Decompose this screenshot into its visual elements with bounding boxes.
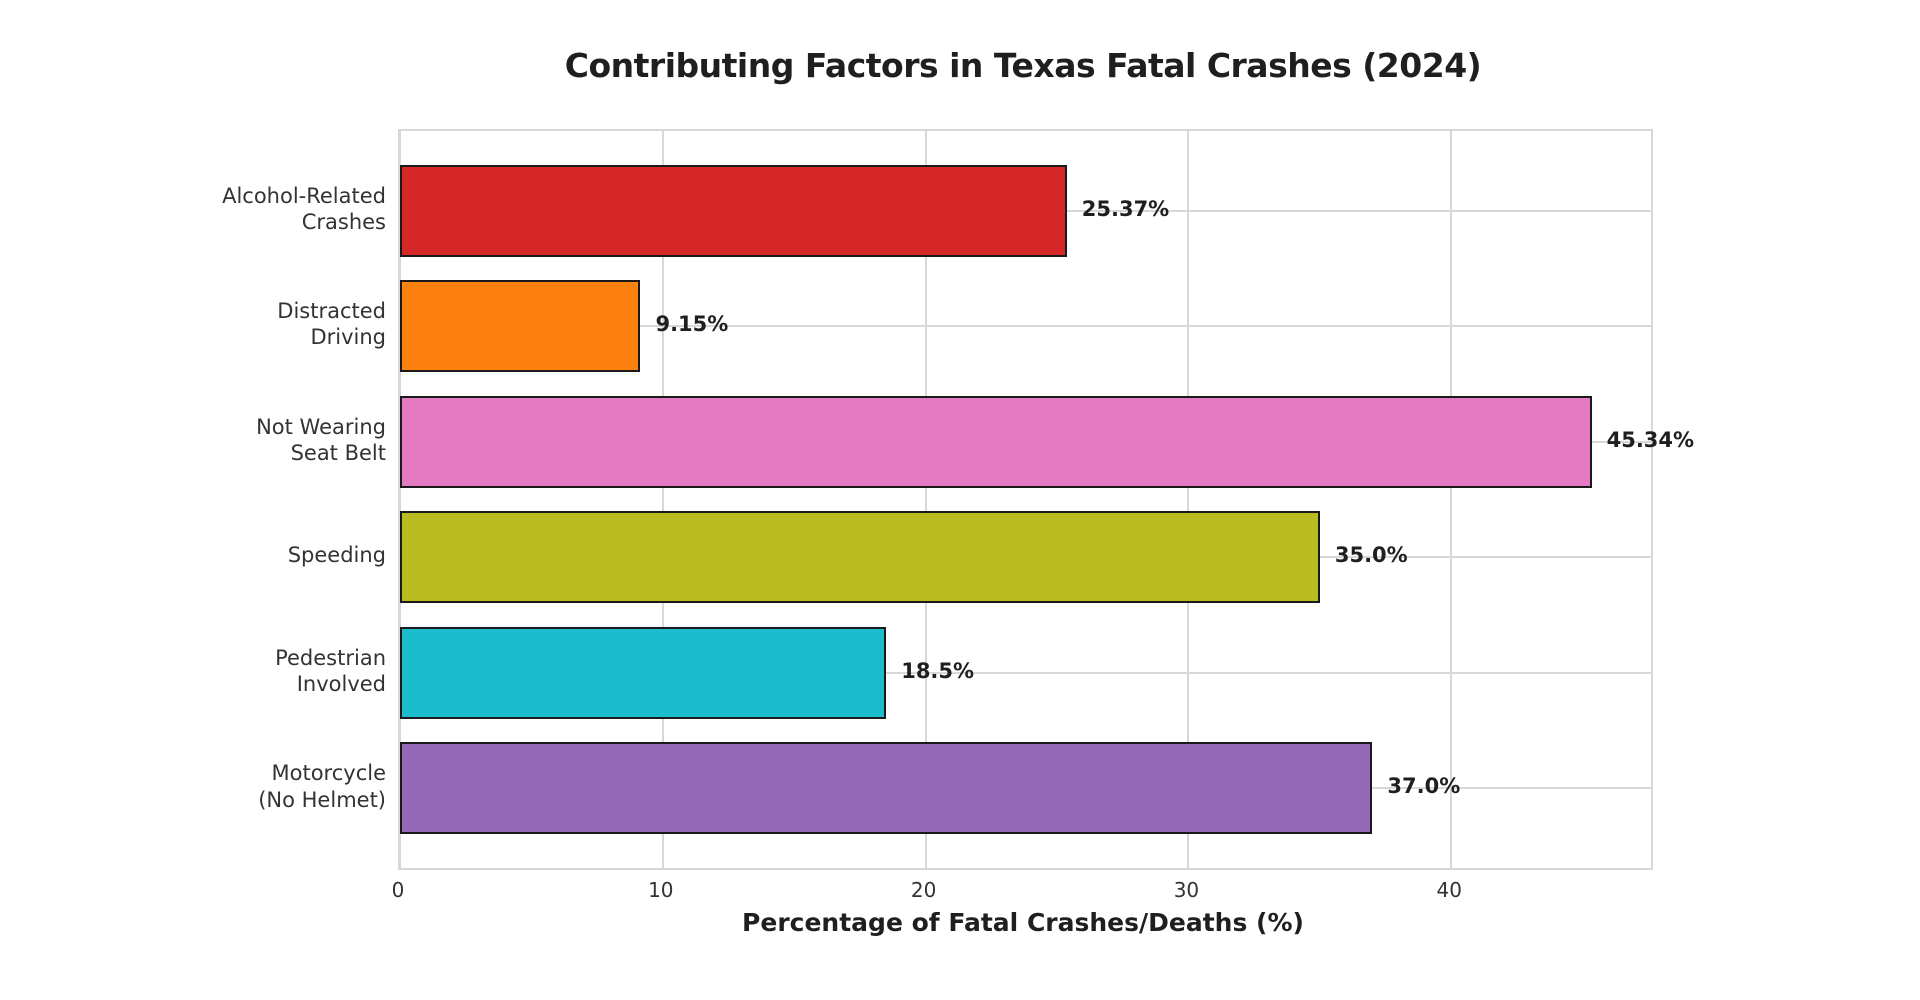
- x-tick-label: 20: [910, 878, 937, 902]
- plot-area: [398, 129, 1653, 870]
- category-label: Motorcycle (No Helmet): [258, 761, 386, 812]
- category-label: Alcohol-Related Crashes: [222, 183, 386, 234]
- x-tick-label: 10: [648, 878, 674, 902]
- x-axis-label: Percentage of Fatal Crashes/Deaths (%): [742, 908, 1304, 937]
- x-tick-label: 0: [391, 878, 405, 902]
- bar-3: [400, 511, 1320, 604]
- vertical-gridline: [661, 131, 664, 868]
- bar-0: [400, 164, 1067, 257]
- x-tick-label: 40: [1436, 878, 1462, 902]
- horizontal-gridline: [400, 671, 1651, 674]
- category-label: Pedestrian Involved: [275, 645, 386, 696]
- vertical-gridline: [399, 131, 401, 868]
- bar-value-label: 37.0%: [1387, 774, 1461, 799]
- bar-value-label: 9.15%: [655, 312, 729, 337]
- category-label: Distracted Driving: [277, 298, 386, 350]
- bar-5: [400, 742, 1373, 835]
- chart-title: Contributing Factors in Texas Fatal Cras…: [564, 46, 1482, 85]
- vertical-gridline: [1187, 131, 1190, 868]
- bar-value-label: 35.0%: [1334, 543, 1408, 568]
- bar-1: [400, 280, 641, 373]
- bar-value-label: 45.34%: [1606, 427, 1695, 452]
- category-label: Speeding: [287, 543, 386, 568]
- bar-4: [400, 626, 887, 719]
- vertical-gridline: [924, 131, 927, 868]
- horizontal-gridline: [400, 325, 1651, 328]
- bar-value-label: 25.37%: [1081, 196, 1170, 221]
- x-tick-label: 30: [1173, 878, 1200, 902]
- vertical-gridline: [1450, 131, 1453, 868]
- category-label: Not Wearing Seat Belt: [256, 414, 386, 465]
- bar-value-label: 18.5%: [901, 658, 975, 683]
- bar-2: [400, 395, 1592, 488]
